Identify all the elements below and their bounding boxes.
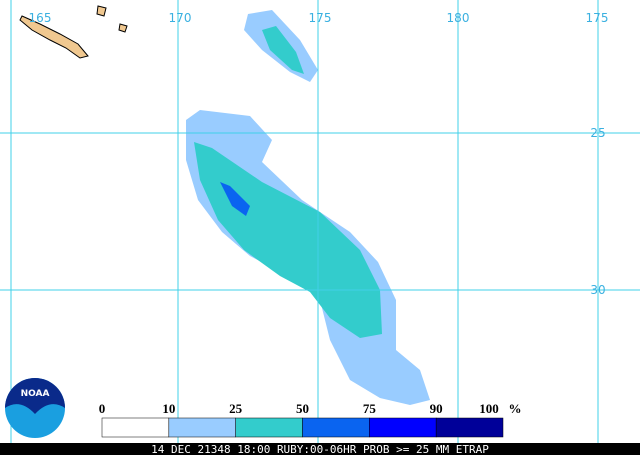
legend-label: 90	[430, 401, 443, 416]
legend-label: 75	[363, 401, 377, 416]
overlays: 165 170 175 180 175 25 30 0 10 25 50 75 90 100%	[29, 11, 609, 438]
longitude-label: 175	[309, 11, 332, 25]
island	[96, 5, 107, 17]
legend-swatch	[369, 417, 437, 438]
legend-label: 100	[479, 401, 499, 416]
legend-swatch	[302, 417, 370, 438]
legend-unit: %	[509, 401, 522, 416]
graticule	[0, 0, 640, 443]
legend-label: 25	[229, 401, 243, 416]
caption-bar	[0, 443, 640, 455]
longitude-label: 175	[586, 11, 609, 25]
longitude-label: 165	[29, 11, 52, 25]
legend-swatch	[235, 417, 303, 438]
legend-label: 0	[99, 401, 106, 416]
caption: 14 DEC 21348 18:00 RUBY:00-06HR PROB >= …	[151, 443, 489, 455]
longitude-label: 170	[169, 11, 192, 25]
legend-swatch	[101, 417, 170, 438]
legend-label: 10	[162, 401, 175, 416]
precip-field	[186, 10, 430, 405]
latitude-label: 30	[590, 283, 605, 297]
logo-text: NOAA	[21, 389, 50, 399]
legend-swatch	[435, 417, 504, 438]
noaa-logo: NOAA	[5, 378, 65, 438]
legend-label: 50	[296, 401, 309, 416]
latitude-label: 25	[590, 126, 605, 140]
island	[19, 15, 89, 59]
legend-swatch	[168, 417, 236, 438]
longitude-label: 180	[447, 11, 470, 25]
island	[118, 23, 128, 33]
